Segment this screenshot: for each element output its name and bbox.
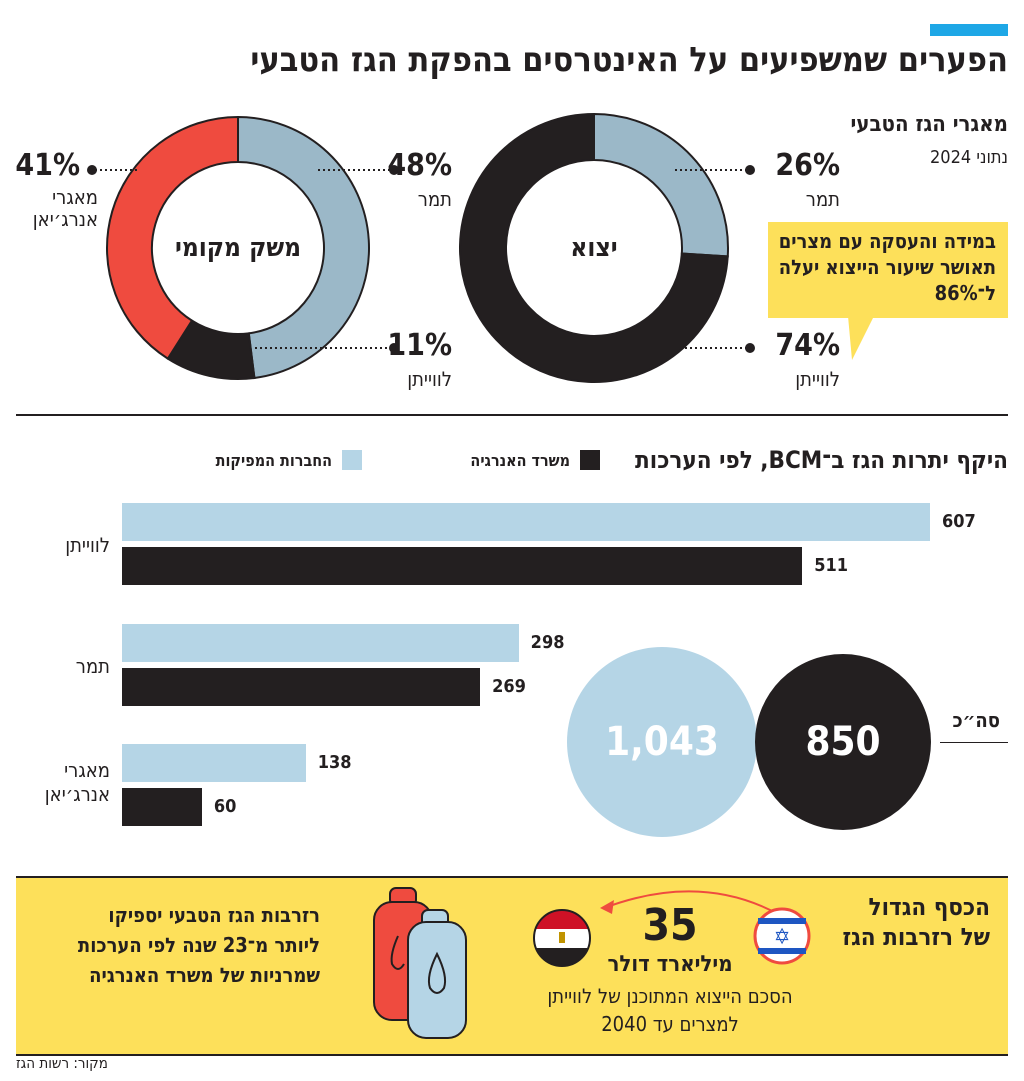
legend-label: משרד האנרגיה <box>470 450 570 470</box>
bar-ministry <box>122 668 481 706</box>
export-callout: במידה והעסקה עם מצרים תאושר שיעור הייצוא… <box>768 222 1008 318</box>
svg-text:✡: ✡ <box>774 925 791 950</box>
donut-export-title: יצוא <box>570 233 617 263</box>
bar-companies <box>122 744 306 782</box>
info-box <box>16 876 1008 1056</box>
legend-companies: החברות המפיקות <box>216 450 362 470</box>
gas-cylinders-icon <box>373 887 467 1039</box>
local-energean-label: מאגרי אנרג׳יאן <box>32 185 98 231</box>
bar-companies <box>122 503 930 541</box>
local-tamar-pct: 48% <box>387 148 452 183</box>
total-line <box>940 742 1008 743</box>
local-slice-0 <box>237 115 370 380</box>
bar-value-label: 607 <box>942 511 976 532</box>
donuts-subtitle: נתוני 2024 <box>930 147 1008 168</box>
export-slice-1 <box>459 112 729 383</box>
box-description: הסכם הייצוא המתוכנן של לווייתן למצרים עד… <box>547 984 793 1036</box>
category-label: לווייתן <box>65 533 110 557</box>
export-tamar-pct: 26% <box>775 148 840 183</box>
legend-swatch <box>580 450 600 470</box>
donuts-title: מאגרי הגז הטבעי <box>850 112 1008 137</box>
bar-value-label: 298 <box>530 632 565 653</box>
box-graphics: ✡ <box>533 890 811 967</box>
box-title: הכסף הגדול של רזרבות הגז <box>842 893 990 951</box>
local-leviathan-pct: 11% <box>387 328 452 363</box>
accent-bar <box>930 24 1008 36</box>
bar-value-label: 511 <box>814 555 849 576</box>
egypt-flag-icon <box>533 909 591 967</box>
box-unit: מיליארד דולר <box>607 952 733 977</box>
bar-ministry <box>122 788 202 826</box>
local-tamar-label: תמר <box>417 187 452 211</box>
source-note: מקור: רשות הגז <box>16 1054 108 1072</box>
export-leviathan-pct: 74% <box>775 328 840 363</box>
category-label: תמר <box>75 654 110 678</box>
callout-tail <box>848 316 874 360</box>
category-label: מאגרי אנרג׳יאן <box>44 758 110 806</box>
bar-value-label: 138 <box>317 752 352 773</box>
donut-local-title: משק מקומי <box>175 233 301 263</box>
section-divider <box>16 414 1008 416</box>
legend-label: החברות המפיקות <box>215 450 332 470</box>
bar-chart-title: היקף יתרות הגז ב־BCM, לפי הערכות <box>635 446 1008 474</box>
local-energean-pct: 41% <box>15 148 80 183</box>
legend-swatch <box>342 450 362 470</box>
bar-value-label: 60 <box>213 796 237 817</box>
export-tamar-label: תמר <box>805 187 840 211</box>
bar-ministry <box>122 547 803 585</box>
total-ministry-circle: 850 <box>755 654 931 830</box>
box-reserve-text: רזרבות הגז הטבעי יספיקו ליותר מ־23 שנה ל… <box>77 903 320 987</box>
local-slice-2 <box>106 115 239 360</box>
box-amount: 35 <box>642 900 698 951</box>
donut-charts: יצוא משק מקומי <box>87 112 755 383</box>
page-title: הפערים שמשפיעים על האינטרסים בהפקת הגז ה… <box>250 40 1008 80</box>
bar-companies <box>122 624 519 662</box>
israel-flag-icon: ✡ <box>753 907 811 965</box>
legend-ministry: משרד האנרגיה <box>470 450 600 470</box>
export-leviathan-label: לווייתן <box>795 367 840 391</box>
total-companies-circle: 1,043 <box>567 647 757 837</box>
bar-value-label: 269 <box>492 676 526 697</box>
local-leviathan-label: לווייתן <box>407 367 452 391</box>
total-label: סה״כ <box>952 708 1000 732</box>
